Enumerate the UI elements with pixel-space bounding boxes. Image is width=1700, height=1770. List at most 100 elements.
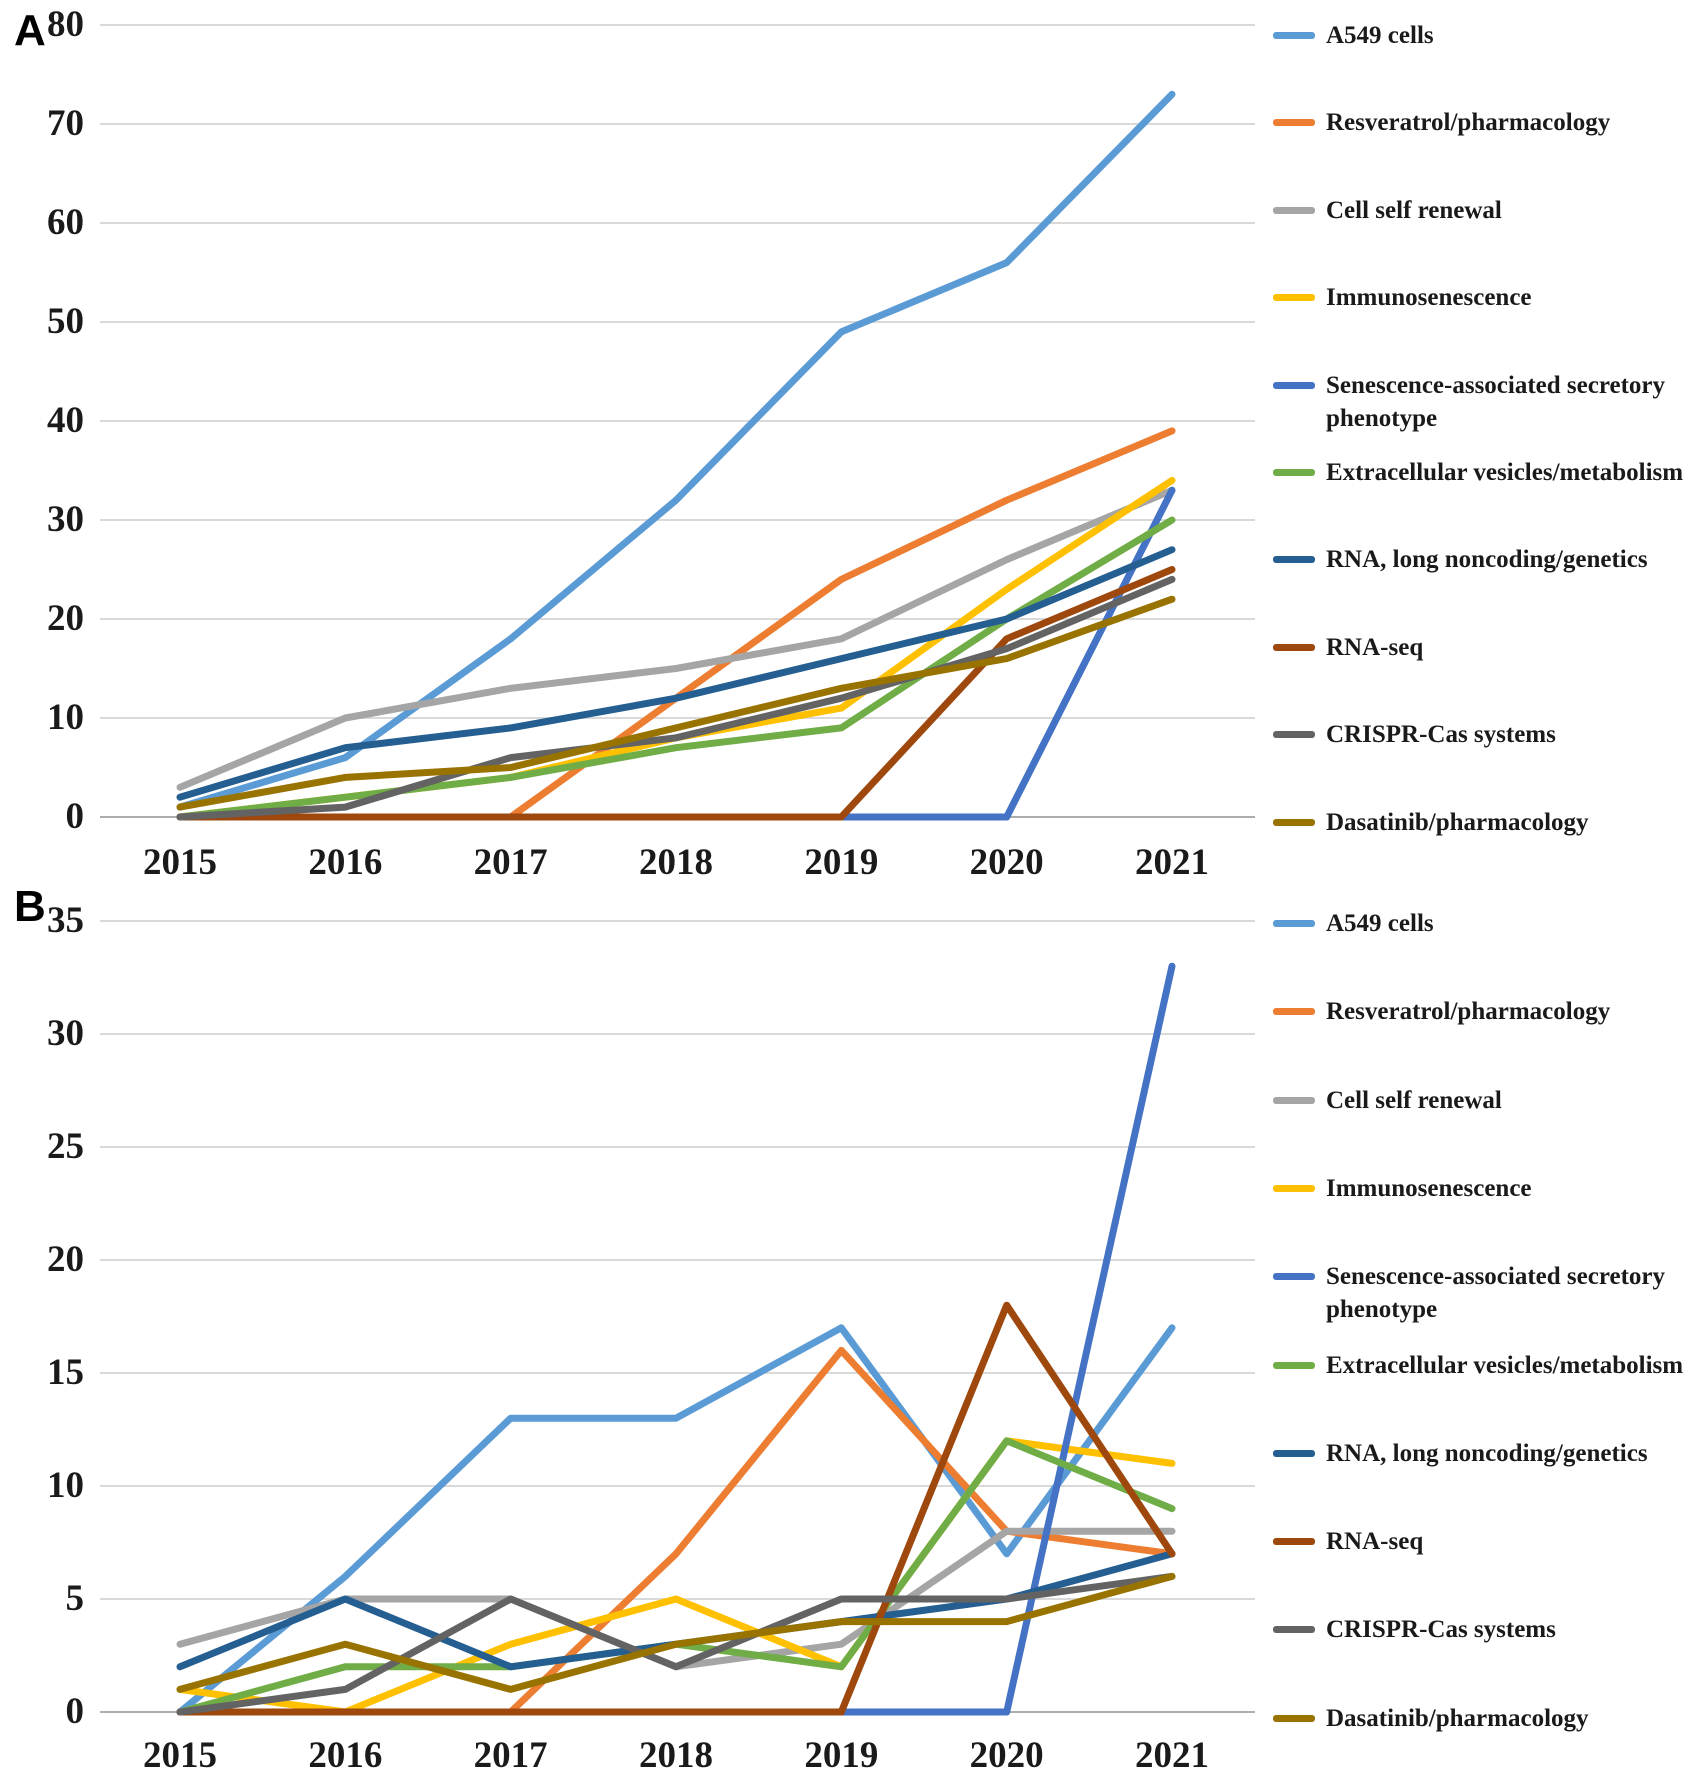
legend-swatch-rna-seq-icon [1273, 643, 1315, 651]
y-tick-label-panel-B-30: 30 [47, 1013, 84, 1054]
y-tick-label-panel-A-40: 40 [47, 400, 84, 441]
y-tick-label-panel-A-20: 20 [47, 598, 84, 639]
legend-swatch-rna-seq-icon [1273, 1538, 1315, 1546]
legend-item-extracellular-vesicles-metabolism-panel-B: Extracellular vesicles/metabolism [1266, 1349, 1698, 1382]
series-line-dasatinib-pharmacology-panel-B [176, 1572, 1176, 1693]
legend-swatch-cell-self-renewal-icon [1273, 206, 1315, 214]
legend-swatch-rna-long-noncoding-genetics-icon [1273, 556, 1315, 564]
x-tick-label-panel-A-2020: 2020 [969, 842, 1044, 883]
legend-swatch-resveratrol-pharmacology-icon [1273, 119, 1315, 127]
x-tick-label-panel-B-2020: 2020 [969, 1735, 1044, 1770]
legend-swatch-crispr-cas-systems-icon [1273, 731, 1315, 739]
legend-swatch-resveratrol-pharmacology-icon [1273, 1008, 1315, 1016]
x-tick-label-panel-A-2015: 2015 [143, 842, 217, 883]
legend-item-rna-seq-panel-B: RNA-seq [1266, 1525, 1698, 1558]
legend-item-rna-seq-panel-A: RNA-seq [1266, 631, 1698, 664]
x-tick-label-panel-A-2016: 2016 [308, 842, 383, 883]
x-tick-label-panel-B-2018: 2018 [638, 1735, 713, 1770]
legend-swatch-dasatinib-pharmacology-icon [1273, 1714, 1315, 1722]
series-line-a549-cells-panel-A [176, 90, 1176, 811]
series-line-crispr-cas-systems-panel-B [176, 1572, 1176, 1716]
series-line-cell-self-renewal-panel-A [176, 486, 1176, 791]
legend-swatch-extracellular-vesicles-metabolism-icon [1273, 1361, 1315, 1369]
y-tick-label-panel-B-25: 25 [47, 1126, 84, 1167]
legend-item-senescence-associated-secretory-phenotype-panel-A: Senescence-associated secretory phenotyp… [1266, 369, 1698, 435]
legend-item-immunosenescence-panel-B: Immunosenescence [1266, 1172, 1698, 1205]
legend-swatch-extracellular-vesicles-metabolism-icon [1273, 469, 1315, 476]
legend-swatch-senescence-associated-secretory-phenotype-icon [1273, 381, 1315, 389]
y-tick-label-panel-B-10: 10 [47, 1465, 84, 1506]
legend-item-dasatinib-pharmacology-panel-A: Dasatinib/pharmacology [1266, 806, 1698, 839]
x-tick-label-panel-B-2017: 2017 [473, 1735, 548, 1770]
legend-label-resveratrol-pharmacology: Resveratrol/pharmacology [1326, 998, 1611, 1026]
legend-item-dasatinib-pharmacology-panel-B: Dasatinib/pharmacology [1266, 1702, 1698, 1735]
legend-label-a549-cells: A549 cells [1326, 22, 1434, 49]
legend-swatch-a549-cells-icon [1273, 920, 1315, 927]
legend-label-a549-cells: A549 cells [1326, 910, 1434, 937]
legend-swatch-a549-cells-icon [1273, 32, 1315, 39]
y-tick-label-panel-A-50: 50 [47, 301, 84, 342]
legend-item-rna-long-noncoding-genetics-panel-A: RNA, long noncoding/genetics [1266, 543, 1698, 576]
legend-label-dasatinib-pharmacology: Dasatinib/pharmacology [1326, 808, 1589, 836]
panel-b-label: B [14, 882, 46, 931]
y-tick-label-panel-A-30: 30 [47, 499, 84, 540]
series-line-rna-seq-panel-B [176, 1301, 1176, 1716]
series-line-extracellular-vesicles-metabolism-panel-B [176, 1437, 1176, 1716]
x-tick-label-panel-A-2018: 2018 [638, 842, 713, 883]
legend-item-cell-self-renewal-panel-A: Cell self renewal [1266, 194, 1698, 227]
legend-item-crispr-cas-systems-panel-B: CRISPR-Cas systems [1266, 1613, 1698, 1646]
legend-swatch-cell-self-renewal-icon [1273, 1096, 1315, 1104]
legend-item-a549-cells-panel-A: A549 cells [1266, 19, 1698, 52]
legend-label-senescence-associated-secretory-phenotype: Senescence-associated secretory phenotyp… [1326, 1263, 1666, 1324]
legend-item-resveratrol-pharmacology-panel-B: Resveratrol/pharmacology [1266, 995, 1698, 1028]
legend-label-immunosenescence: Immunosenescence [1326, 1174, 1532, 1202]
legend-item-crispr-cas-systems-panel-A: CRISPR-Cas systems [1266, 718, 1698, 751]
legend-label-resveratrol-pharmacology: Resveratrol/pharmacology [1326, 109, 1611, 137]
legend-label-extracellular-vesicles-metabolism: Extracellular vesicles/metabolism [1326, 1351, 1684, 1379]
legend-label-crispr-cas-systems: CRISPR-Cas systems [1326, 721, 1556, 749]
y-tick-label-panel-A-10: 10 [47, 697, 84, 738]
y-tick-label-panel-B-5: 5 [65, 1578, 85, 1619]
legend-label-crispr-cas-systems: CRISPR-Cas systems [1326, 1616, 1556, 1644]
legend-swatch-crispr-cas-systems-icon [1273, 1626, 1315, 1634]
legend-swatch-immunosenescence-icon [1273, 1184, 1315, 1192]
series-line-rna-long-noncoding-genetics-panel-A [176, 546, 1176, 801]
legend-swatch-rna-long-noncoding-genetics-icon [1273, 1449, 1315, 1457]
y-tick-label-panel-B-35: 35 [47, 900, 84, 941]
legend-item-senescence-associated-secretory-phenotype-panel-B: Senescence-associated secretory phenotyp… [1266, 1260, 1698, 1326]
y-tick-label-panel-B-15: 15 [47, 1352, 84, 1393]
x-tick-label-panel-A-2019: 2019 [804, 842, 879, 883]
series-line-immunosenescence-panel-A [176, 476, 1176, 821]
legend-item-a549-cells-panel-B: A549 cells [1266, 907, 1698, 940]
y-tick-label-panel-A-60: 60 [47, 202, 84, 243]
legend-item-rna-long-noncoding-genetics-panel-B: RNA, long noncoding/genetics [1266, 1437, 1698, 1470]
series-line-crispr-cas-systems-panel-A [176, 575, 1176, 821]
legend-label-senescence-associated-secretory-phenotype: Senescence-associated secretory phenotyp… [1326, 371, 1666, 432]
legend-label-rna-seq: RNA-seq [1326, 1528, 1424, 1556]
legend-label-cell-self-renewal: Cell self renewal [1326, 196, 1502, 224]
y-tick-label-panel-A-0: 0 [65, 796, 85, 837]
y-tick-label-panel-B-20: 20 [47, 1239, 84, 1280]
legend-label-rna-long-noncoding-genetics: RNA, long noncoding/genetics [1326, 546, 1648, 574]
legend-label-cell-self-renewal: Cell self renewal [1326, 1086, 1502, 1114]
y-tick-label-panel-A-80: 80 [47, 4, 84, 45]
x-tick-label-panel-A-2017: 2017 [473, 842, 548, 883]
legend-label-rna-seq: RNA-seq [1326, 633, 1424, 661]
x-tick-label-panel-B-2016: 2016 [308, 1735, 383, 1770]
y-tick-label-panel-A-70: 70 [47, 103, 84, 144]
legend-label-immunosenescence: Immunosenescence [1326, 284, 1532, 312]
legend-label-rna-long-noncoding-genetics: RNA, long noncoding/genetics [1326, 1439, 1648, 1467]
legend-item-cell-self-renewal-panel-B: Cell self renewal [1266, 1084, 1698, 1117]
legend-item-immunosenescence-panel-A: Immunosenescence [1266, 281, 1698, 314]
legend-item-extracellular-vesicles-metabolism-panel-A: Extracellular vesicles/metabolism [1266, 456, 1698, 489]
legend-swatch-senescence-associated-secretory-phenotype-icon [1273, 1273, 1315, 1281]
legend-item-resveratrol-pharmacology-panel-A: Resveratrol/pharmacology [1266, 106, 1698, 139]
panel-a-label: A [14, 6, 46, 55]
legend-swatch-immunosenescence-icon [1273, 294, 1315, 302]
x-tick-label-panel-B-2015: 2015 [143, 1735, 217, 1770]
x-tick-label-panel-B-2019: 2019 [804, 1735, 879, 1770]
legend-swatch-dasatinib-pharmacology-icon [1273, 818, 1315, 826]
legend-label-dasatinib-pharmacology: Dasatinib/pharmacology [1326, 1704, 1589, 1732]
